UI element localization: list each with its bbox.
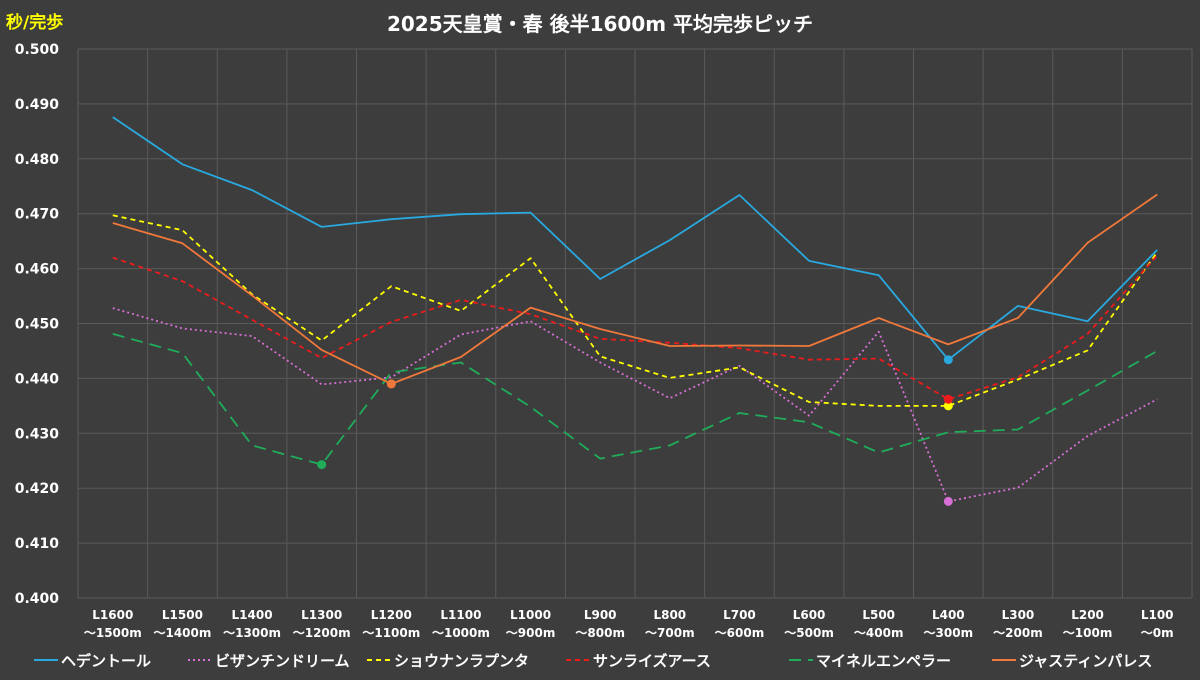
series-marker [943,355,953,365]
y-tick-label: 0.460 [15,262,60,278]
series-line [112,214,1158,407]
x-tick-sublabel: ～1400m [153,626,211,640]
series-marker [943,394,953,404]
x-tick-sublabel: ～300m [924,626,974,640]
legend: ヘデントール ビザンチンドリーム ショウナンラプンタ サンライズアース マイネルエンペラ… [34,652,1152,670]
series-line [112,254,1158,401]
x-tick-sublabel: ～800m [575,626,625,640]
x-tick-sublabel: ～0m [1141,626,1174,640]
x-tick-label: L100 [1141,608,1174,622]
y-tick-label: 0.470 [15,207,60,223]
y-tick-label: 0.430 [15,426,60,442]
legend-label: ヘデントール [61,652,151,670]
y-tick-label: 0.420 [15,481,60,497]
x-axis-ticks: L1600 ～1500m L1500 ～1400m L1400 ～1300m L1300 ～1… [84,608,1174,640]
series-markers [317,355,953,506]
x-tick-label: L900 [584,608,617,622]
legend-label: ジャスティンパレス [1019,652,1152,670]
x-tick-sublabel: ～1200m [293,626,351,640]
x-tick-label: L400 [932,608,965,622]
x-tick-sublabel: ～1000m [432,626,490,640]
legend-label: マイネルエンペラー [816,652,951,670]
grid-lines [77,48,1193,599]
x-tick-label: L800 [653,608,686,622]
y-axis-ticks: 0.400 0.410 0.420 0.430 0.440 0.450 0.460 0.470… [15,42,60,607]
x-tick-label: L300 [1002,608,1035,622]
series-lines [112,116,1158,503]
x-tick-label: L1200 [371,608,412,622]
x-tick-label: L1400 [232,608,273,622]
x-tick-label: L500 [862,608,895,622]
x-tick-sublabel: ～1500m [84,626,142,640]
legend-label: ショウナンラプンタ [394,652,529,670]
chart-title: 2025天皇賞・春 後半1600m 平均完歩ピッチ [387,12,813,36]
legend-label: ビザンチンドリーム [215,652,350,670]
y-tick-label: 0.410 [15,536,60,552]
x-tick-label: L200 [1071,608,1104,622]
x-tick-label: L1600 [92,608,133,622]
x-tick-label: L600 [793,608,826,622]
series-marker [943,401,953,411]
series-line [112,116,1158,361]
x-tick-sublabel: ～600m [715,626,765,640]
x-tick-label: L700 [723,608,756,622]
y-tick-label: 0.440 [15,371,60,387]
x-tick-label: L1000 [510,608,551,622]
y-tick-label: 0.480 [15,152,60,168]
x-tick-sublabel: ～200m [993,626,1043,640]
x-tick-label: L1500 [162,608,203,622]
x-tick-sublabel: ～400m [854,626,904,640]
legend-label: サンライズアース [593,652,711,670]
x-tick-sublabel: ～700m [645,626,695,640]
x-tick-label: L1300 [301,608,342,622]
y-tick-label: 0.500 [15,42,60,58]
y-tick-label: 0.450 [15,317,60,333]
x-tick-sublabel: ～100m [1063,626,1113,640]
series-marker [943,496,953,506]
series-marker [317,460,327,470]
y-tick-label: 0.400 [15,591,60,607]
y-axis-label: 秒/完歩 [6,12,63,33]
x-tick-sublabel: ～1100m [362,626,420,640]
x-tick-label: L1100 [440,608,481,622]
x-tick-sublabel: ～500m [784,626,834,640]
series-line [112,193,1158,385]
y-tick-label: 0.490 [15,97,60,113]
x-tick-sublabel: ～900m [506,626,556,640]
series-line [112,333,1158,466]
series-marker [386,379,396,389]
x-tick-sublabel: ～1300m [223,626,281,640]
